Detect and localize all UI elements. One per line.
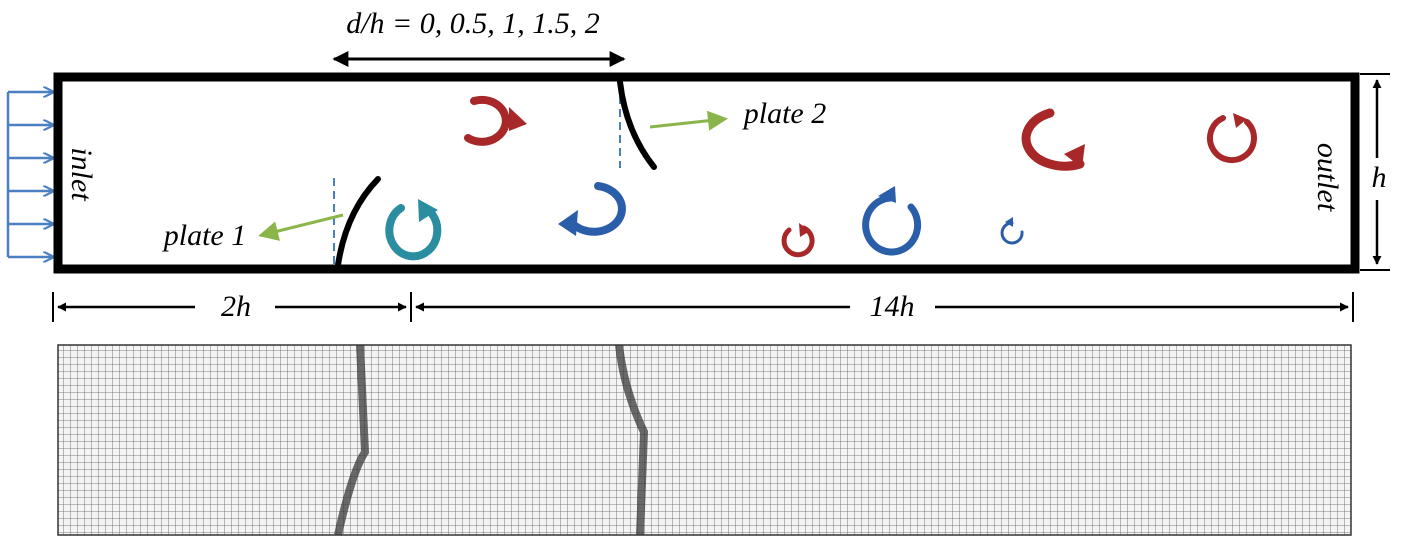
inflow-arrows	[6, 92, 53, 257]
channel-walls	[53, 72, 1360, 274]
vortex-red-clockwise	[464, 95, 527, 146]
downstream-length-label: 14h	[870, 290, 915, 323]
plate-2: plate 2	[617, 79, 827, 170]
plate-1-label: plate 1	[162, 219, 247, 252]
mesh-plate-1	[334, 344, 370, 536]
upstream-length-label: 2h	[221, 290, 251, 323]
plate-2-shape	[617, 79, 657, 170]
inlet-label: inlet	[65, 147, 98, 201]
vortices	[385, 95, 1257, 261]
plate-1-shape	[335, 176, 381, 268]
height-dimension: h	[1360, 73, 1390, 271]
vortex-red-clockwise	[781, 223, 815, 258]
computational-mesh	[57, 344, 1352, 536]
outlet-label: outlet	[1311, 143, 1344, 212]
vortex-red-clockwise	[1207, 113, 1257, 164]
vortex-red-clockwise	[1021, 108, 1085, 171]
vortex-blue-counterclockwise	[1000, 217, 1024, 245]
plate-1: plate 1	[162, 176, 381, 268]
vortex-blue-counterclockwise	[558, 182, 626, 236]
spacing-dimension: d/h = 0, 0.5, 1, 1.5, 2	[332, 7, 626, 67]
plate-1-pointer	[258, 213, 344, 241]
plate-2-pointer	[649, 110, 728, 131]
vortex-teal-clockwise	[385, 199, 442, 261]
mesh-plate-2	[615, 344, 649, 536]
vortex-blue-counterclockwise	[862, 186, 922, 256]
length-dimensions: 2h 14h	[52, 290, 1354, 323]
plate-2-label: plate 2	[742, 97, 827, 130]
spacing-label: d/h = 0, 0.5, 1, 1.5, 2	[346, 7, 600, 40]
height-label: h	[1372, 161, 1387, 194]
